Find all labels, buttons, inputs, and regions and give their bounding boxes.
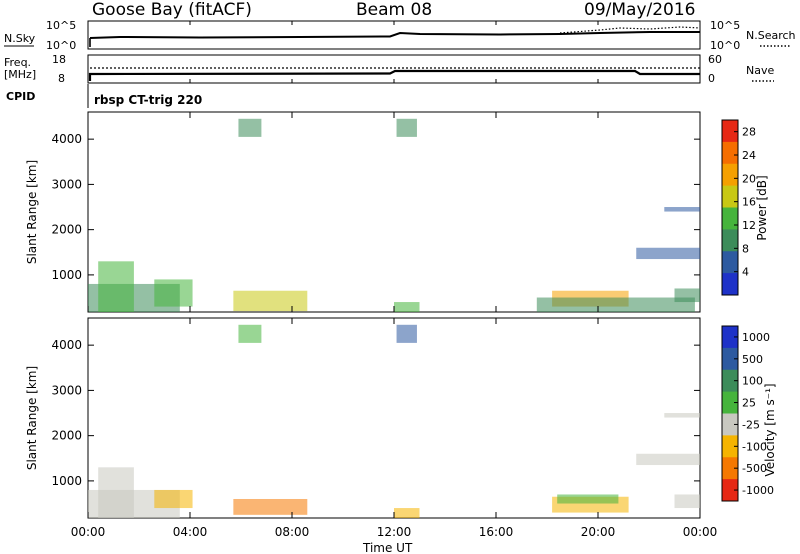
velocity-region-10 — [664, 413, 700, 418]
velocity-region-1 — [98, 467, 134, 518]
velocity-ytick-label-1: 2000 — [51, 429, 82, 443]
velocity-colorbar-tick-1: 500 — [742, 353, 763, 366]
power-colorbar-tick-2: 12 — [742, 219, 756, 232]
station-title: Goose Bay (fitACF) — [92, 0, 252, 20]
velocity-plot-frame — [87, 317, 701, 519]
nsky-tick-bottom: 10^0 — [46, 39, 76, 52]
freq-panel: Freq. [MHz] 18 8 60 0 Nave — [4, 53, 774, 85]
velocity-ytick-label-3: 4000 — [51, 338, 82, 352]
velocity-region-3 — [233, 498, 308, 515]
velocity-panel: 1000 2000 3000 4000 Slant Range [km] 1000 50… — [25, 317, 777, 519]
nsearch-tick-bottom: 10^0 — [710, 39, 740, 52]
velocity-colorbar-tick-6: -500 — [742, 462, 767, 475]
power-colorbar-swatch-6 — [722, 251, 738, 274]
velocity-region-8 — [557, 494, 619, 504]
power-colorbar-swatch-4 — [722, 207, 738, 230]
velocity-colorbar-swatch-5 — [722, 435, 738, 458]
nsearch-label: N.Search — [746, 29, 796, 42]
nsky-tick-top: 10^5 — [46, 19, 76, 32]
nsky-panel: N.Sky 10^5 10^0 10^5 10^0 N.Search — [4, 19, 796, 52]
xaxis-label: Time UT — [362, 541, 413, 554]
freq-line — [88, 69, 700, 81]
velocity-colorbar-swatch-6 — [722, 457, 738, 480]
velocity-region-4 — [238, 324, 262, 343]
cpid-program: rbsp CT-trig 220 — [94, 93, 202, 107]
power-colorbar-swatch-3 — [722, 185, 738, 208]
velocity-ytick-label-2: 3000 — [51, 383, 82, 397]
power-colorbar-tick-1: 8 — [742, 242, 749, 255]
power-colorbar-swatch-5 — [722, 229, 738, 252]
power-colorbar-swatch-2 — [722, 163, 738, 187]
power-ytick-label-0: 1000 — [51, 268, 82, 282]
freq-label-line2: [MHz] — [4, 68, 36, 81]
velocity-ytick-label-0: 1000 — [51, 474, 82, 488]
power-colorbar-label: Power [dB] — [755, 175, 769, 240]
velocity-colorbar-tick-3: 25 — [742, 397, 756, 410]
power-ylabel: Slant Range [km] — [25, 160, 39, 264]
power-colorbar-swatch-0 — [722, 120, 738, 143]
nsearch-tick-top: 10^5 — [710, 19, 740, 32]
power-colorbar-tick-5: 24 — [742, 149, 756, 162]
velocity-region-5 — [396, 324, 417, 343]
velocity-region-2 — [154, 489, 193, 509]
velocity-colorbar-swatch-7 — [722, 479, 738, 502]
power-region-4 — [238, 118, 262, 137]
cpid-row: CPID rbsp CT-trig 220 — [6, 84, 202, 108]
velocity-region-11 — [674, 494, 700, 509]
xtick-label-1: 04:00 — [173, 525, 208, 539]
velocity-region-9 — [636, 453, 700, 466]
nave-label: Nave — [746, 64, 774, 77]
velocity-ylabel: Slant Range [km] — [25, 366, 39, 470]
velocity-region-6 — [394, 508, 420, 518]
velocity-colorbar-swatch-0 — [722, 326, 738, 349]
beam-title: Beam 08 — [356, 0, 432, 20]
freq-tick-top: 18 — [52, 53, 66, 66]
velocity-colorbar-tick-2: 100 — [742, 375, 763, 388]
power-region-9 — [636, 247, 700, 260]
power-panel: 1000 2000 3000 4000 Slant Range [km] 4 8 12 16… — [25, 111, 769, 313]
power-region-8 — [536, 297, 695, 312]
power-ytick-label-2: 3000 — [51, 177, 82, 191]
power-colorbar-tick-0: 4 — [742, 266, 749, 279]
freq-tick-bottom: 8 — [58, 72, 65, 85]
nsky-line — [89, 31, 700, 39]
velocity-colorbar-swatch-3 — [722, 391, 738, 414]
nave-tick-top: 60 — [708, 53, 722, 66]
xtick-label-4: 16:00 — [479, 525, 514, 539]
power-region-10 — [664, 207, 700, 212]
freq-label-line1: Freq. — [4, 56, 31, 69]
velocity-colorbar-swatch-4 — [722, 413, 738, 436]
xtick-label-5: 20:00 — [581, 525, 616, 539]
power-region-2 — [154, 279, 193, 307]
power-colorbar-tick-4: 20 — [742, 172, 756, 185]
cpid-label: CPID — [6, 90, 35, 103]
xtick-label-2: 08:00 — [275, 525, 310, 539]
power-region-5 — [396, 118, 417, 137]
power-colorbar-swatch-7 — [722, 273, 738, 296]
power-region-3 — [233, 290, 308, 312]
velocity-colorbar-tick-5: -100 — [742, 440, 767, 453]
power-region-6 — [394, 302, 420, 312]
nave-tick-bottom: 0 — [708, 72, 715, 85]
nsearch-line — [559, 26, 701, 34]
power-colorbar-tick-3: 16 — [742, 196, 756, 209]
velocity-colorbar-tick-4: -25 — [742, 418, 760, 431]
power-ytick-label-3: 4000 — [51, 132, 82, 146]
velocity-colorbar-tick-7: -1000 — [742, 484, 774, 497]
power-ytick-label-1: 2000 — [51, 223, 82, 237]
velocity-colorbar-swatch-2 — [722, 369, 738, 393]
velocity-colorbar-label: Velocity [m s⁻¹] — [763, 383, 777, 476]
velocity-colorbar-tick-0: 1000 — [742, 331, 770, 344]
xtick-label-6: 00:00 — [683, 525, 718, 539]
power-colorbar-swatch-1 — [722, 141, 738, 165]
date-title: 09/May/2016 — [584, 0, 696, 20]
xtick-label-0: 00:00 — [71, 525, 106, 539]
power-colorbar-tick-6: 28 — [742, 126, 756, 139]
velocity-colorbar-swatch-1 — [722, 347, 738, 371]
power-region-11 — [674, 288, 700, 303]
nsky-label: N.Sky — [4, 32, 36, 45]
xtick-label-3: 12:00 — [377, 525, 412, 539]
power-region-1 — [98, 261, 134, 312]
